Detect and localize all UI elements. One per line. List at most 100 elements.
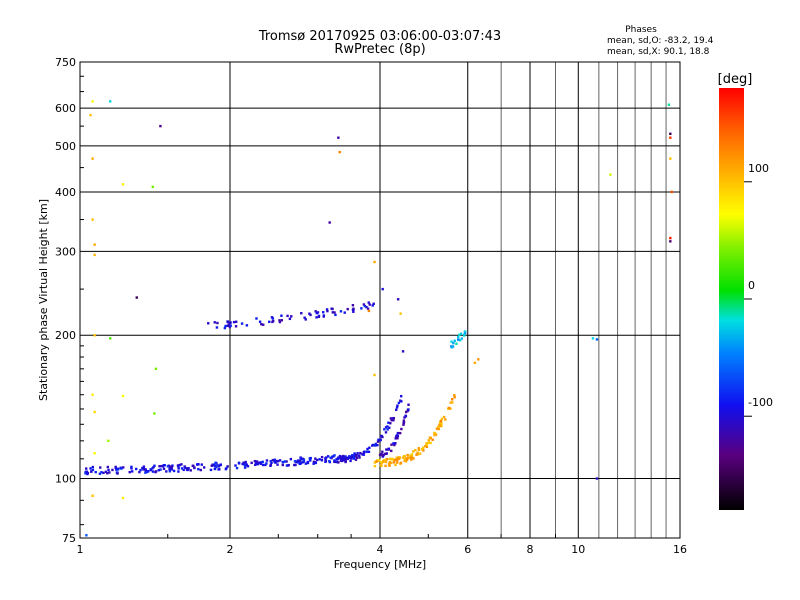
trace-point [402, 422, 405, 425]
trace-point [304, 462, 308, 465]
trace-point [393, 442, 396, 445]
trace-point [400, 427, 403, 431]
trace-point [396, 431, 400, 435]
trace-point [290, 315, 293, 318]
trace-point [99, 466, 102, 469]
trace-point [261, 463, 265, 467]
trace-point [255, 460, 259, 463]
trace-point [389, 417, 393, 420]
trace-point [98, 472, 102, 475]
trace-point [452, 342, 455, 345]
trace-point [331, 311, 334, 314]
trace-point [304, 318, 307, 321]
trace-point [362, 453, 365, 456]
scatter-point [473, 361, 477, 365]
trace-point [398, 431, 402, 435]
trace-point [325, 308, 329, 311]
scatter-point [93, 253, 96, 257]
trace-point [160, 464, 163, 468]
trace-point [180, 463, 183, 466]
trace-point [293, 460, 297, 463]
trace-point [335, 460, 338, 463]
trace-point [199, 468, 203, 472]
trace-point [449, 407, 452, 410]
trace-point [312, 462, 315, 465]
trace-point [433, 431, 436, 435]
trace-point [463, 331, 467, 335]
trace-point [265, 462, 268, 465]
trace-point [328, 459, 331, 463]
trace-point [226, 465, 229, 468]
trace-point [85, 467, 88, 470]
trace-point [384, 464, 387, 468]
x-tick-label: 1 [77, 543, 84, 556]
trace-point [166, 465, 170, 468]
trace-point [257, 461, 261, 465]
trace-point [90, 470, 93, 473]
trace-point [353, 455, 356, 458]
trace-point [108, 471, 111, 474]
trace-point [226, 324, 229, 327]
trace-point [299, 461, 302, 464]
trace-point [280, 319, 284, 322]
trace-point [457, 335, 460, 339]
trace-point [255, 317, 258, 320]
trace-point [374, 444, 377, 447]
scatter-point [399, 312, 402, 315]
trace-point [245, 324, 249, 327]
trace-point [314, 457, 317, 460]
trace-point [457, 338, 460, 341]
phases-o-stats: mean, sd,O: -83.2, 19.4 [607, 36, 714, 46]
colorbar-tick-label: -100 [748, 396, 773, 409]
trace-point [385, 448, 388, 451]
trace-point [234, 325, 238, 328]
trace-point [158, 465, 161, 468]
trace-point [342, 459, 345, 462]
trace-point [420, 447, 424, 451]
trace-point [162, 467, 166, 470]
trace-point [315, 316, 318, 319]
trace-point [390, 449, 393, 453]
trace-point [278, 319, 281, 322]
trace-point [404, 460, 408, 463]
trace-point [278, 459, 282, 462]
scatter-point [121, 496, 125, 500]
trace-point [189, 469, 192, 472]
trace-point [262, 323, 265, 326]
trace-point [191, 464, 195, 468]
scatter-point [89, 113, 92, 117]
trace-point [216, 463, 219, 467]
trace-point [387, 447, 391, 451]
trace-point [384, 452, 387, 456]
trace-point [427, 441, 430, 445]
trace-point [381, 450, 384, 453]
trace-point [302, 459, 305, 462]
trace-point [272, 319, 275, 323]
x-tick-label: 8 [527, 543, 534, 556]
trace-point [235, 320, 238, 323]
trace-point [244, 464, 247, 468]
trace-point [165, 470, 168, 473]
trace-point [280, 314, 283, 317]
trace-point [352, 310, 355, 313]
trace-point [131, 470, 134, 473]
trace-point [412, 450, 415, 453]
trace-point [425, 443, 428, 447]
trace-point [234, 464, 237, 467]
trace-point [237, 462, 241, 465]
scatter-point [93, 452, 96, 455]
y-tick-label: 600 [55, 102, 76, 115]
trace-point [427, 439, 431, 442]
trace-point [343, 311, 346, 314]
trace-point [390, 461, 393, 465]
trace-point [378, 438, 381, 441]
trace-point [250, 461, 253, 465]
trace-point [326, 309, 329, 313]
trace-point [144, 471, 147, 474]
trace-point [287, 463, 290, 467]
trace-point [337, 461, 340, 464]
trace-point [144, 468, 147, 471]
trace-point [381, 454, 384, 457]
trace-point [358, 456, 361, 459]
trace-point [453, 339, 456, 343]
